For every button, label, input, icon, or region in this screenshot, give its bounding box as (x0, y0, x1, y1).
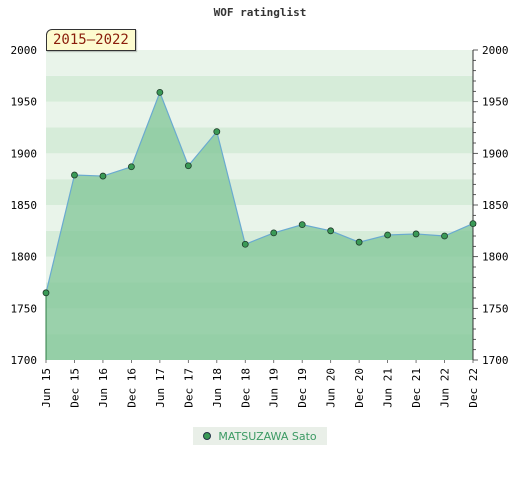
x-tick-label: Jun 18 (211, 368, 224, 408)
area-layer (45, 90, 474, 360)
y-tick-label-right: 1700 (482, 354, 509, 367)
data-point (355, 238, 363, 246)
y-tick-label-left: 1750 (11, 302, 38, 315)
x-tick-label: Dec 19 (296, 368, 309, 408)
data-point (270, 229, 278, 237)
x-tick-label: Dec 20 (353, 368, 366, 408)
x-tick-label: Dec 22 (467, 368, 480, 408)
data-point (156, 88, 164, 96)
y-tick-label-right: 1750 (482, 302, 509, 315)
y-tick-label-right: 1950 (482, 96, 509, 109)
data-point (127, 163, 135, 171)
x-tick-label: Dec 18 (239, 368, 252, 408)
data-point (213, 128, 221, 136)
data-point (99, 172, 107, 180)
x-tick-label: Jun 21 (382, 368, 395, 408)
background-band (46, 101, 473, 128)
y-tick-label-left: 1700 (11, 354, 38, 367)
legend-marker (203, 432, 212, 440)
x-tick-label: Jun 19 (268, 368, 281, 408)
data-point (469, 220, 477, 228)
data-point (384, 231, 392, 239)
y-tick-label-right: 1850 (482, 199, 509, 212)
x-tick-label: Jun 15 (40, 368, 53, 408)
data-point (42, 289, 50, 297)
y-axis-right: 1700 1750 1800 1850 1900 1950 2000 (472, 44, 509, 367)
y-tick-label-left: 1950 (11, 96, 38, 109)
background-band (46, 127, 473, 154)
y-tick-label-right: 1900 (482, 147, 509, 160)
series-line (45, 90, 474, 293)
x-tick-label: Jun 16 (97, 368, 110, 408)
background-band (46, 50, 473, 76)
x-tick-label: Jun 17 (154, 368, 167, 408)
x-tick-label: Jun 22 (439, 368, 452, 408)
y-tick-label-left: 1900 (11, 147, 38, 160)
chart-title: WOF ratinglist (213, 6, 307, 19)
legend[interactable]: MATSUZAWA Sato (193, 427, 327, 445)
data-point (412, 230, 420, 238)
data-points (42, 88, 477, 297)
x-tick-label: Jun 20 (325, 368, 338, 408)
background-band (46, 75, 473, 102)
y-tick-label-right: 2000 (482, 44, 509, 57)
legend-label: MATSUZAWA Sato (218, 429, 317, 443)
data-point (71, 171, 78, 179)
y-axis-left: 1700 1750 1800 1850 1900 1950 2000 (11, 44, 38, 367)
x-tick-label: Dec 21 (410, 368, 423, 408)
x-axis: Jun 15 Dec 15 Jun 16 Dec 16 Jun 17 Dec 17 Jun … (40, 360, 480, 408)
y-tick-label-left: 1800 (11, 251, 38, 264)
series-area (46, 92, 473, 360)
data-point (327, 227, 335, 235)
data-point (441, 232, 448, 240)
x-tick-label: Dec 17 (182, 368, 195, 408)
period-badge: 2015–2022 (46, 29, 136, 51)
y-tick-label-left: 2000 (11, 44, 38, 57)
x-tick-label: Dec 15 (68, 368, 81, 408)
y-tick-label-left: 1850 (11, 199, 38, 212)
x-tick-label: Dec 16 (125, 368, 138, 408)
y-tick-label-right: 1800 (482, 251, 509, 264)
data-point (241, 240, 249, 248)
data-point (184, 162, 192, 170)
data-point (298, 221, 306, 229)
